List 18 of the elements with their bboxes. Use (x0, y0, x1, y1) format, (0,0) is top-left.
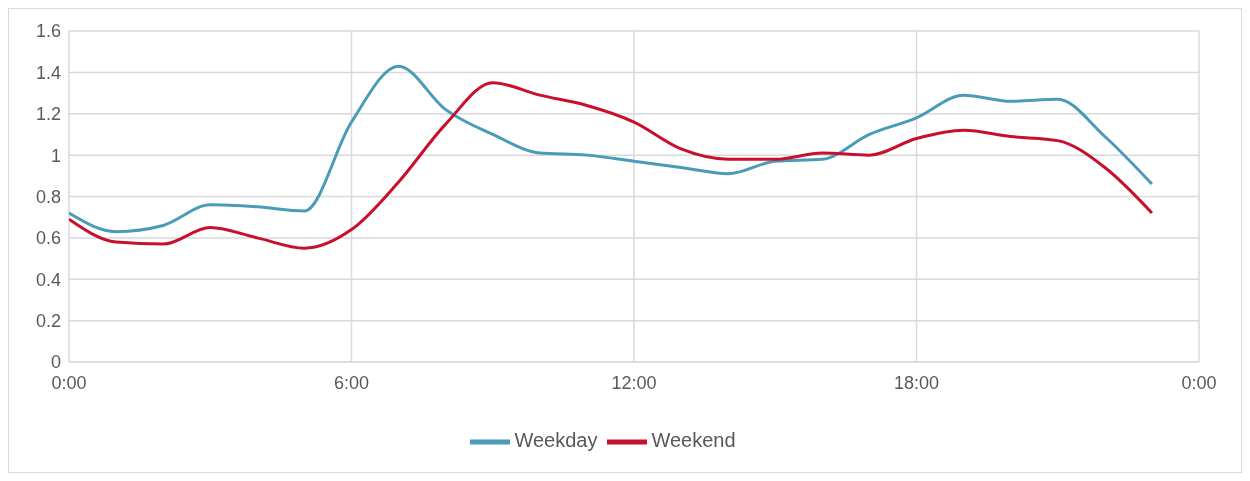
line-series (69, 64, 1154, 234)
y-tick-label: 1 (50, 145, 61, 166)
y-tick-label: 1.2 (35, 104, 61, 125)
y-tick-label: 0.2 (35, 311, 61, 332)
x-tick-label: 0:00 (51, 372, 87, 393)
y-tick-label: 0 (50, 352, 61, 373)
y-tick-label: 1.4 (35, 62, 61, 83)
y-tick-label: 1.6 (35, 21, 61, 42)
legend-label: Weekday (514, 429, 598, 452)
y-tick-label: 0.6 (35, 228, 61, 249)
x-tick-label: 0:00 (1181, 372, 1217, 393)
x-tick-label: 12:00 (611, 372, 657, 393)
x-tick-label: 6:00 (333, 372, 370, 393)
legend-label: Weekend (651, 429, 736, 452)
y-tick-label: 0.8 (35, 186, 61, 207)
x-tick-label: 18:00 (893, 372, 940, 393)
line-series (69, 81, 1154, 250)
y-tick-label: 0.4 (35, 269, 61, 290)
